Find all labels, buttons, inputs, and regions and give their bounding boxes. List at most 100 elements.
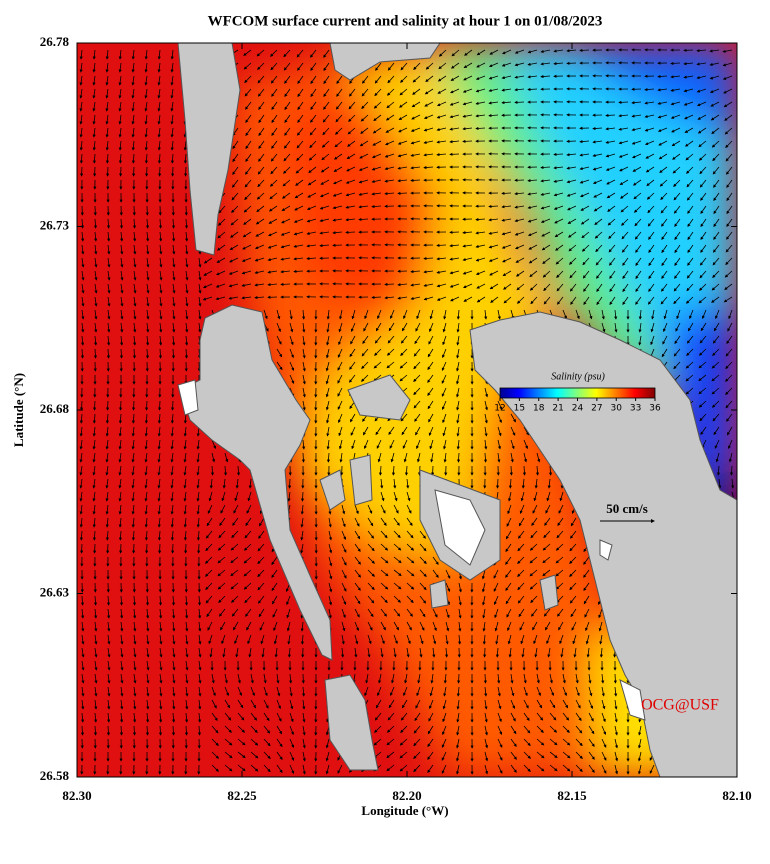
current-arrow (384, 166, 395, 171)
current-arrow (476, 49, 486, 56)
current-arrow (361, 88, 369, 97)
current-arrow (683, 75, 694, 79)
current-arrow (157, 127, 161, 138)
current-arrow (540, 62, 551, 66)
current-arrow (245, 166, 252, 175)
scale-label: 50 cm/s (606, 501, 648, 516)
current-arrow (258, 114, 265, 124)
current-arrow (131, 101, 135, 112)
current-arrow (301, 452, 305, 463)
current-arrow (397, 140, 408, 145)
current-arrow (231, 179, 239, 188)
current-arrow (309, 140, 317, 149)
current-arrow (659, 179, 668, 187)
current-arrow (488, 88, 499, 93)
current-arrow (553, 205, 564, 210)
x-tick-label: 82.25 (227, 788, 257, 803)
current-arrow (463, 75, 473, 81)
current-arrow (618, 127, 629, 131)
current-arrow (501, 75, 512, 80)
current-arrow (620, 192, 629, 199)
current-arrow (449, 140, 460, 144)
y-tick-label: 26.58 (40, 768, 70, 783)
current-arrow (660, 192, 668, 201)
current-arrow (605, 127, 616, 131)
current-arrow (423, 127, 434, 132)
current-arrow (686, 166, 694, 174)
current-arrow (437, 75, 447, 82)
current-arrow (271, 140, 278, 149)
current-arrow (145, 400, 149, 411)
current-arrow (579, 140, 590, 144)
current-arrow (412, 88, 421, 95)
current-arrow (724, 114, 733, 121)
current-arrow (399, 88, 408, 96)
current-arrow (566, 179, 577, 184)
colorbar-tick-label: 30 (611, 404, 623, 414)
current-arrow (79, 88, 83, 99)
current-arrow (475, 126, 486, 131)
current-arrow (92, 114, 96, 125)
current-arrow (644, 101, 655, 105)
current-arrow (106, 218, 111, 229)
current-arrow (319, 192, 330, 198)
current-arrow (657, 101, 668, 105)
colorbar-tick-label: 36 (649, 404, 661, 414)
current-arrow (131, 140, 135, 151)
current-arrow (243, 205, 252, 213)
current-arrow (295, 166, 304, 174)
current-arrow (358, 205, 369, 209)
current-arrow (358, 166, 369, 171)
current-arrow (170, 62, 174, 73)
current-arrow (384, 153, 395, 158)
current-arrow (566, 166, 577, 170)
current-arrow (258, 101, 265, 110)
current-arrow (232, 166, 239, 175)
current-arrow (345, 205, 356, 209)
current-arrow (527, 192, 538, 196)
current-arrow (296, 140, 304, 149)
current-arrow (323, 101, 330, 110)
current-arrow (293, 269, 304, 274)
current-arrow (553, 49, 564, 53)
current-arrow (271, 88, 278, 97)
credit: OCG@USF (641, 697, 719, 714)
current-arrow (373, 101, 382, 109)
current-arrow (118, 153, 123, 164)
current-arrow (387, 62, 395, 71)
current-arrow (670, 75, 681, 79)
current-arrow (360, 114, 369, 122)
current-arrow (696, 49, 707, 53)
current-arrow (345, 230, 356, 234)
current-arrow (319, 205, 330, 210)
current-arrow (271, 101, 278, 111)
current-arrow (283, 166, 291, 174)
current-arrow (527, 62, 538, 66)
current-arrow (400, 75, 408, 83)
current-arrow (284, 75, 291, 84)
current-arrow (245, 114, 252, 123)
current-arrow (411, 114, 421, 120)
current-arrow (658, 153, 668, 160)
current-arrow (170, 153, 175, 164)
current-arrow (566, 49, 577, 53)
current-arrow (384, 192, 395, 196)
x-axis-label: Longitude (°W) (361, 803, 448, 818)
current-arrow (605, 153, 616, 158)
current-arrow (527, 87, 538, 92)
current-arrow (410, 166, 421, 170)
current-arrow (92, 75, 96, 86)
current-arrow (258, 140, 265, 150)
current-arrow (670, 114, 681, 119)
current-arrow (633, 205, 642, 213)
current-arrow (413, 62, 421, 71)
current-arrow (245, 101, 252, 110)
current-arrow (450, 62, 460, 69)
current-arrow (514, 192, 525, 196)
current-arrow (553, 61, 564, 66)
current-arrow (540, 74, 551, 79)
current-arrow (631, 101, 642, 105)
current-arrow (711, 140, 720, 148)
current-arrow (79, 153, 84, 164)
current-arrow (294, 192, 304, 199)
